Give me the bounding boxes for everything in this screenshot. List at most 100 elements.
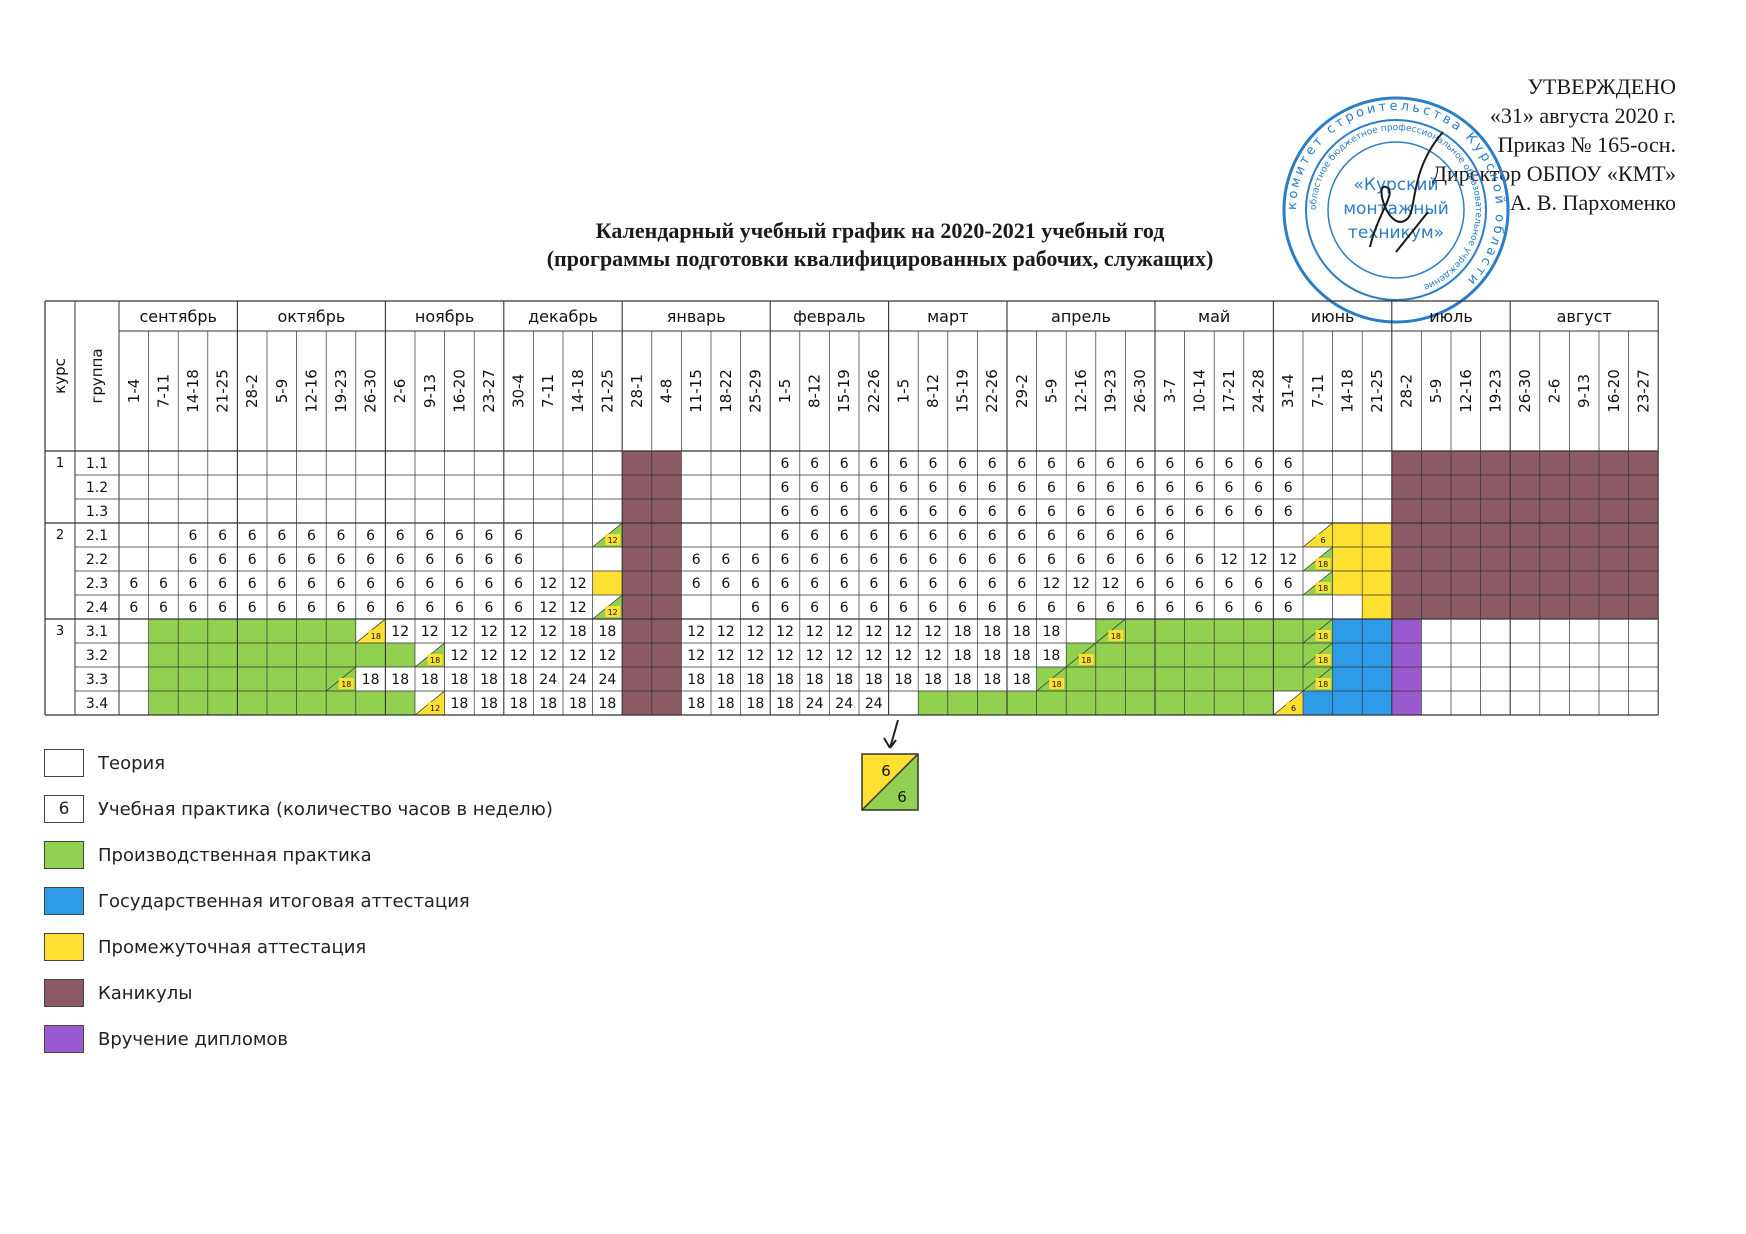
cell-2.4-w18 <box>622 595 652 619</box>
group-label-3.2: 3.2 <box>86 648 108 664</box>
cell-1.1-w39 <box>1243 451 1274 475</box>
legend-swatch-holidays <box>44 979 84 1007</box>
cell-1.1-w37 <box>1184 451 1215 475</box>
cell-3.1-w36 <box>1155 619 1185 643</box>
cell-1.3-w46 <box>1451 499 1481 523</box>
cell-2.1-w27 <box>888 523 919 547</box>
cell-2.1-w46 <box>1451 523 1481 547</box>
cell-2.3-w48 <box>1510 571 1540 595</box>
cell-1.2-w12 <box>444 475 475 499</box>
cell-3.3-w14-value: 18 <box>510 672 528 688</box>
month-header-0: сентябрь <box>139 307 217 326</box>
cell-3.2-w43 <box>1362 643 1392 667</box>
cell-3.1-w21-value: 12 <box>717 624 735 640</box>
cell-3.4-w5 <box>237 691 267 715</box>
cell-2.2-w29-value: 6 <box>958 552 967 568</box>
cell-3.2-w6 <box>267 643 297 667</box>
cell-3.2-w34 <box>1095 643 1126 667</box>
cell-1.3-w28 <box>918 499 948 523</box>
cell-3.3-w12-value: 18 <box>450 672 468 688</box>
cell-1.2-w40-value: 6 <box>1284 480 1293 496</box>
cell-1.1-w1 <box>119 451 149 475</box>
cell-3.4-w1 <box>119 691 149 715</box>
cell-3.1-w16 <box>563 619 593 643</box>
cell-1.1-w19 <box>651 451 682 475</box>
cell-3.1-w26-value: 12 <box>865 624 883 640</box>
cell-2.1-w23-value: 6 <box>781 528 790 544</box>
cell-1.1-w39-value: 6 <box>1254 456 1263 472</box>
cell-3.3-w13 <box>474 667 504 691</box>
cell-1.3-w36-value: 6 <box>1165 504 1174 520</box>
cell-3.2-w40 <box>1273 643 1303 667</box>
cell-1.3-w7 <box>296 499 327 523</box>
cell-2.2-w7 <box>296 547 327 571</box>
cell-1.3-w1 <box>119 499 149 523</box>
cell-3.3-w12 <box>444 667 475 691</box>
cell-1.3-w28-value: 6 <box>929 504 938 520</box>
cell-3.4-w11-badge <box>427 702 443 713</box>
cell-2.2-w18 <box>622 547 652 571</box>
cell-3.1-w19 <box>651 619 682 643</box>
cell-3.2-w49 <box>1539 643 1570 667</box>
cell-3.3-w25 <box>829 667 859 691</box>
cell-2.3-w33 <box>1066 571 1096 595</box>
cell-3.1-w3 <box>178 619 208 643</box>
cell-1.3-w32-value: 6 <box>1047 504 1056 520</box>
cell-2.3-w39 <box>1243 571 1274 595</box>
cell-3.4-w16 <box>563 691 593 715</box>
cell-2.2-w34-value: 6 <box>1106 552 1115 568</box>
cell-1.1-w31-value: 6 <box>1017 456 1026 472</box>
cell-3.1-w48 <box>1510 619 1540 643</box>
cell-1.2-w22 <box>740 475 771 499</box>
cell-1.3-w9 <box>355 499 386 523</box>
approval-line-date: «31» августа 2020 г. <box>1489 103 1676 128</box>
week-header-2-2: 16-20 <box>450 369 468 413</box>
cell-2.3-w40-value: 6 <box>1284 576 1293 592</box>
week-header-2-0: 2-6 <box>391 379 409 404</box>
cell-3.3-w27 <box>888 667 919 691</box>
cell-2.2-w31 <box>1007 547 1037 571</box>
cell-2.4-w29 <box>947 595 978 619</box>
cell-3.4-w20-value: 18 <box>687 696 705 712</box>
week-header-0-1: 7-11 <box>154 374 172 408</box>
cell-2.1-w9 <box>355 523 386 547</box>
legend-item-holidays: Каникулы <box>44 970 553 1016</box>
cell-3.3-w36 <box>1155 667 1185 691</box>
sample-top-value: 6 <box>881 762 891 780</box>
cell-1.3-w16 <box>563 499 593 523</box>
cell-1.2-w34-value: 6 <box>1106 480 1115 496</box>
cell-3.3-w34 <box>1095 667 1126 691</box>
cell-2.3-w35-value: 6 <box>1136 576 1145 592</box>
cell-3.2-w50 <box>1569 643 1599 667</box>
cell-2.3-w4 <box>207 571 238 595</box>
cell-2.4-w13 <box>474 595 504 619</box>
cell-3.1-w27 <box>888 619 919 643</box>
cell-2.2-w25-value: 6 <box>840 552 849 568</box>
cell-1.2-w43 <box>1362 475 1392 499</box>
arrow-icon <box>883 719 899 749</box>
approval-line-position: Директор ОБПОУ «КМТ» <box>1431 161 1676 186</box>
cell-1.1-w27-value: 6 <box>899 456 908 472</box>
cell-2.1-w22 <box>740 523 771 547</box>
cell-1.1-w29-value: 6 <box>958 456 967 472</box>
cell-3.3-w41-badge <box>1315 678 1331 689</box>
cell-1.2-w15 <box>533 475 563 499</box>
cell-1.1-w12 <box>444 451 475 475</box>
legend-swatch-production-practice <box>44 841 84 869</box>
cell-1.3-w50 <box>1569 499 1599 523</box>
cell-2.2-w25 <box>829 547 859 571</box>
cell-2.4-w20 <box>681 595 711 619</box>
cell-3.2-w35 <box>1125 643 1155 667</box>
cell-2.4-w10 <box>385 595 415 619</box>
cell-1.3-w26-value: 6 <box>869 504 878 520</box>
cell-1.1-w33-value: 6 <box>1077 456 1086 472</box>
cell-1.1-w13 <box>474 451 504 475</box>
cell-1.1-w7 <box>296 451 327 475</box>
cell-2.2-w6-value: 6 <box>277 552 286 568</box>
cell-2.4-w23 <box>770 595 800 619</box>
legend-label-training-practice: Учебная практика (количество часов в нед… <box>98 798 553 820</box>
cell-1.2-w40 <box>1273 475 1303 499</box>
cell-3.1-w44 <box>1391 619 1422 643</box>
cell-1.2-w51 <box>1599 475 1629 499</box>
cell-3.3-w6 <box>267 667 297 691</box>
